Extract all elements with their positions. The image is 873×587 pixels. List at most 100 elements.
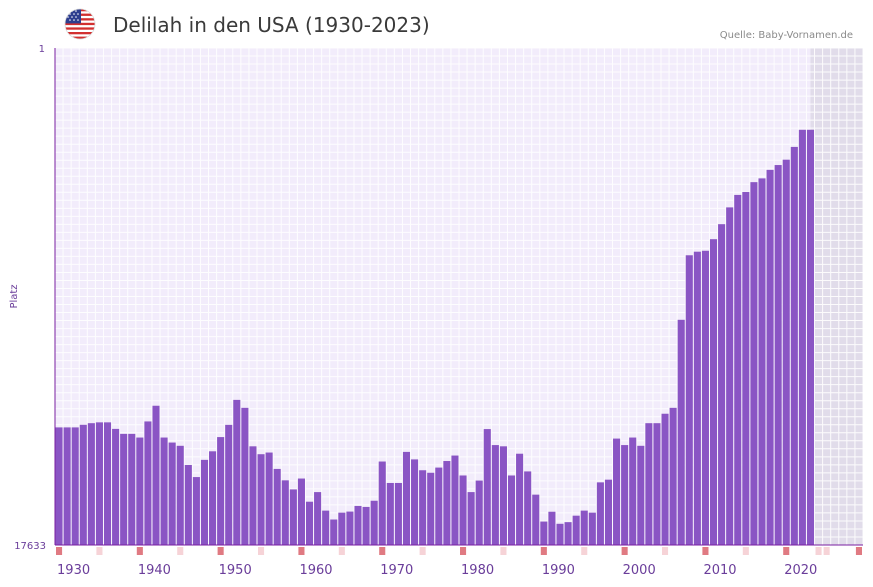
bar (750, 182, 758, 546)
bar (314, 492, 322, 545)
bar (693, 251, 701, 545)
half-decade-marker (177, 547, 184, 555)
bar (758, 178, 766, 546)
x-tick-label: 2020 (784, 563, 817, 578)
bar (152, 405, 160, 545)
half-decade-marker (742, 547, 749, 555)
bar (411, 459, 419, 545)
bar (726, 207, 734, 545)
bar (621, 445, 629, 545)
half-decade-marker (419, 547, 426, 555)
bar (176, 445, 184, 545)
y-tick-label-bottom: 17633 (14, 541, 46, 552)
bar (419, 470, 427, 545)
decade-marker (783, 547, 790, 555)
bar (637, 445, 645, 545)
x-tick-label: 1950 (219, 563, 252, 578)
bar (192, 477, 200, 545)
bar (136, 437, 144, 545)
us-flag-icon (64, 8, 96, 40)
bar (386, 482, 394, 545)
bar (87, 423, 95, 545)
decade-marker (540, 547, 547, 555)
bar (289, 489, 297, 545)
bar (491, 445, 499, 545)
bar (338, 512, 346, 545)
decade-marker (298, 547, 305, 555)
bar (394, 482, 402, 545)
half-decade-marker (815, 547, 822, 555)
chart-title: Delilah in den USA (1930-2023) (113, 13, 430, 37)
bar (330, 519, 338, 545)
bar (168, 442, 176, 545)
bar (71, 427, 79, 545)
y-tick-label-top: 1 (39, 44, 45, 55)
bar (613, 438, 621, 545)
bar (249, 446, 257, 545)
bar (55, 427, 63, 545)
bar (63, 427, 71, 545)
x-tick-label: 1930 (57, 563, 90, 578)
bar (572, 515, 580, 545)
bar (184, 464, 192, 545)
decade-marker (217, 547, 224, 555)
bar (782, 159, 790, 546)
bar (427, 472, 435, 545)
half-decade-marker (338, 547, 345, 555)
half-decade-marker (500, 547, 507, 555)
bar (645, 423, 653, 545)
bar (669, 407, 677, 545)
source-credit: Quelle: Baby-Vornamen.de (719, 30, 853, 41)
bar (160, 437, 168, 545)
bar (564, 522, 572, 545)
bar (322, 510, 330, 545)
bar (548, 511, 556, 545)
bar (677, 319, 685, 545)
bar (305, 501, 314, 545)
decade-marker (379, 547, 386, 555)
bar (370, 500, 378, 545)
x-tick-label: 1980 (461, 563, 494, 578)
bar (685, 255, 693, 545)
bar (774, 165, 782, 545)
bar (209, 451, 217, 545)
grid (54, 47, 864, 546)
decade-markers (56, 547, 862, 555)
bar (653, 423, 661, 545)
x-tick-label: 1960 (299, 563, 332, 578)
bar (112, 428, 120, 545)
bar (734, 194, 742, 545)
bar (790, 146, 798, 545)
bar (798, 129, 806, 546)
x-tick-label: 1970 (380, 563, 413, 578)
bar (459, 475, 467, 545)
x-tick-label: 1940 (138, 563, 171, 578)
bar (103, 422, 112, 545)
x-tick-label: 2010 (703, 563, 736, 578)
decade-marker (56, 547, 63, 555)
bar (225, 424, 233, 545)
bar (402, 451, 411, 545)
bar (95, 422, 103, 545)
bar (709, 239, 718, 545)
bar (766, 169, 774, 545)
x-tick-label: 1990 (542, 563, 575, 578)
half-decade-marker (823, 547, 830, 555)
bar (507, 475, 516, 545)
bar (233, 399, 241, 545)
bar (596, 482, 604, 545)
bar (532, 494, 540, 545)
bar (524, 471, 532, 545)
bar (362, 506, 370, 545)
half-decade-marker (96, 547, 103, 555)
bar (265, 452, 273, 545)
bar (516, 453, 524, 545)
bar (701, 250, 709, 546)
y-axis-label: Platz (9, 284, 20, 308)
decade-marker (621, 547, 628, 555)
bar (241, 407, 249, 545)
bar (475, 480, 483, 545)
bar (435, 467, 443, 545)
bar (540, 521, 548, 545)
